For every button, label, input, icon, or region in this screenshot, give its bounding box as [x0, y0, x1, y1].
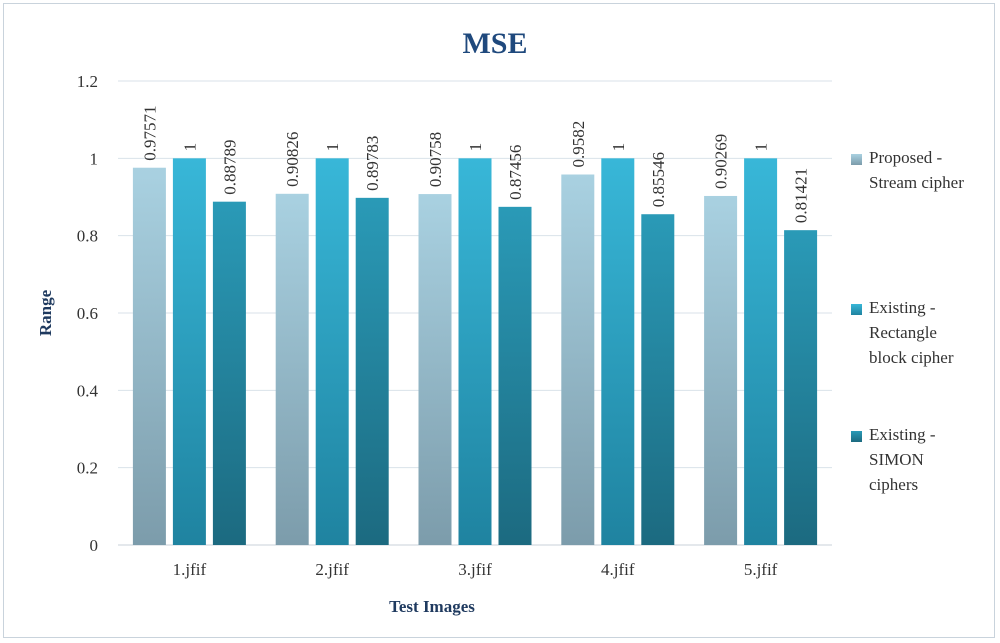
legend-label: Existing -: [869, 425, 936, 444]
y-tick-label: 1.2: [77, 72, 98, 91]
legend-label: SIMON: [869, 450, 924, 469]
legend-label: ciphers: [869, 475, 918, 494]
bar: [418, 194, 452, 545]
x-tick-label: 2.jfif: [315, 560, 349, 579]
data-label: 0.9582: [569, 121, 588, 168]
legend-label: Existing -: [869, 298, 936, 317]
data-label: 0.97571: [140, 105, 159, 160]
bar: [601, 158, 635, 546]
bar: [458, 158, 492, 546]
legend-label: Rectangle: [869, 323, 937, 342]
y-tick-label: 0: [90, 536, 99, 555]
bar: [704, 195, 738, 545]
bar: [315, 158, 349, 546]
chart-title: MSE: [462, 27, 527, 60]
bar: [355, 197, 389, 546]
x-tick-label: 3.jfif: [458, 560, 492, 579]
y-tick-label: 1: [90, 149, 99, 168]
bar: [172, 158, 206, 546]
data-label: 0.90269: [712, 134, 731, 189]
data-label: 1: [323, 143, 342, 152]
legend-label: Proposed -: [869, 148, 943, 167]
legend-swatch: [851, 431, 862, 442]
y-tick-label: 0.4: [77, 381, 99, 400]
data-labels: 0.97571 1 0.88789 0.90826 1 0.89783 0.90758 1 0.…: [140, 105, 810, 223]
y-tick-label: 0.6: [77, 304, 98, 323]
bar: [498, 206, 532, 546]
data-label: 1: [752, 143, 771, 152]
bar: [132, 167, 166, 545]
legend-swatch: [851, 154, 862, 165]
y-tick-label: 0.2: [77, 459, 98, 478]
legend: Proposed - Stream cipher Existing - Rectang…: [851, 148, 964, 494]
data-label: 1: [466, 143, 485, 152]
bar: [744, 158, 778, 546]
x-axis-title: Test Images: [389, 597, 475, 616]
y-tick-label: 0.8: [77, 227, 98, 246]
y-axis-title: Range: [36, 289, 55, 336]
data-label: 0.90758: [426, 132, 445, 187]
bar: [641, 214, 675, 545]
legend-label: block cipher: [869, 348, 954, 367]
y-axis-ticks: 0 0.2 0.4 0.6 0.8 1 1.2: [77, 72, 99, 555]
data-label: 1: [180, 143, 199, 152]
legend-swatch: [851, 304, 862, 315]
x-tick-label: 5.jfif: [744, 560, 778, 579]
bar: [275, 193, 309, 545]
data-label: 0.88789: [220, 139, 239, 194]
data-label: 0.87456: [506, 145, 525, 200]
bar: [784, 230, 818, 546]
bar: [561, 174, 595, 545]
x-axis-ticks: 1.jfif 2.jfif 3.jfif 4.jfif 5.jfif: [173, 560, 778, 579]
data-label: 0.89783: [363, 136, 382, 191]
x-tick-label: 4.jfif: [601, 560, 635, 579]
data-label: 0.81421: [792, 168, 811, 223]
x-tick-label: 1.jfif: [173, 560, 207, 579]
data-label: 0.85546: [649, 152, 668, 207]
data-label: 1: [609, 143, 628, 152]
bars-group: [132, 158, 818, 546]
bar: [212, 201, 246, 545]
legend-label: Stream cipher: [869, 173, 964, 192]
data-label: 0.90826: [283, 132, 302, 187]
